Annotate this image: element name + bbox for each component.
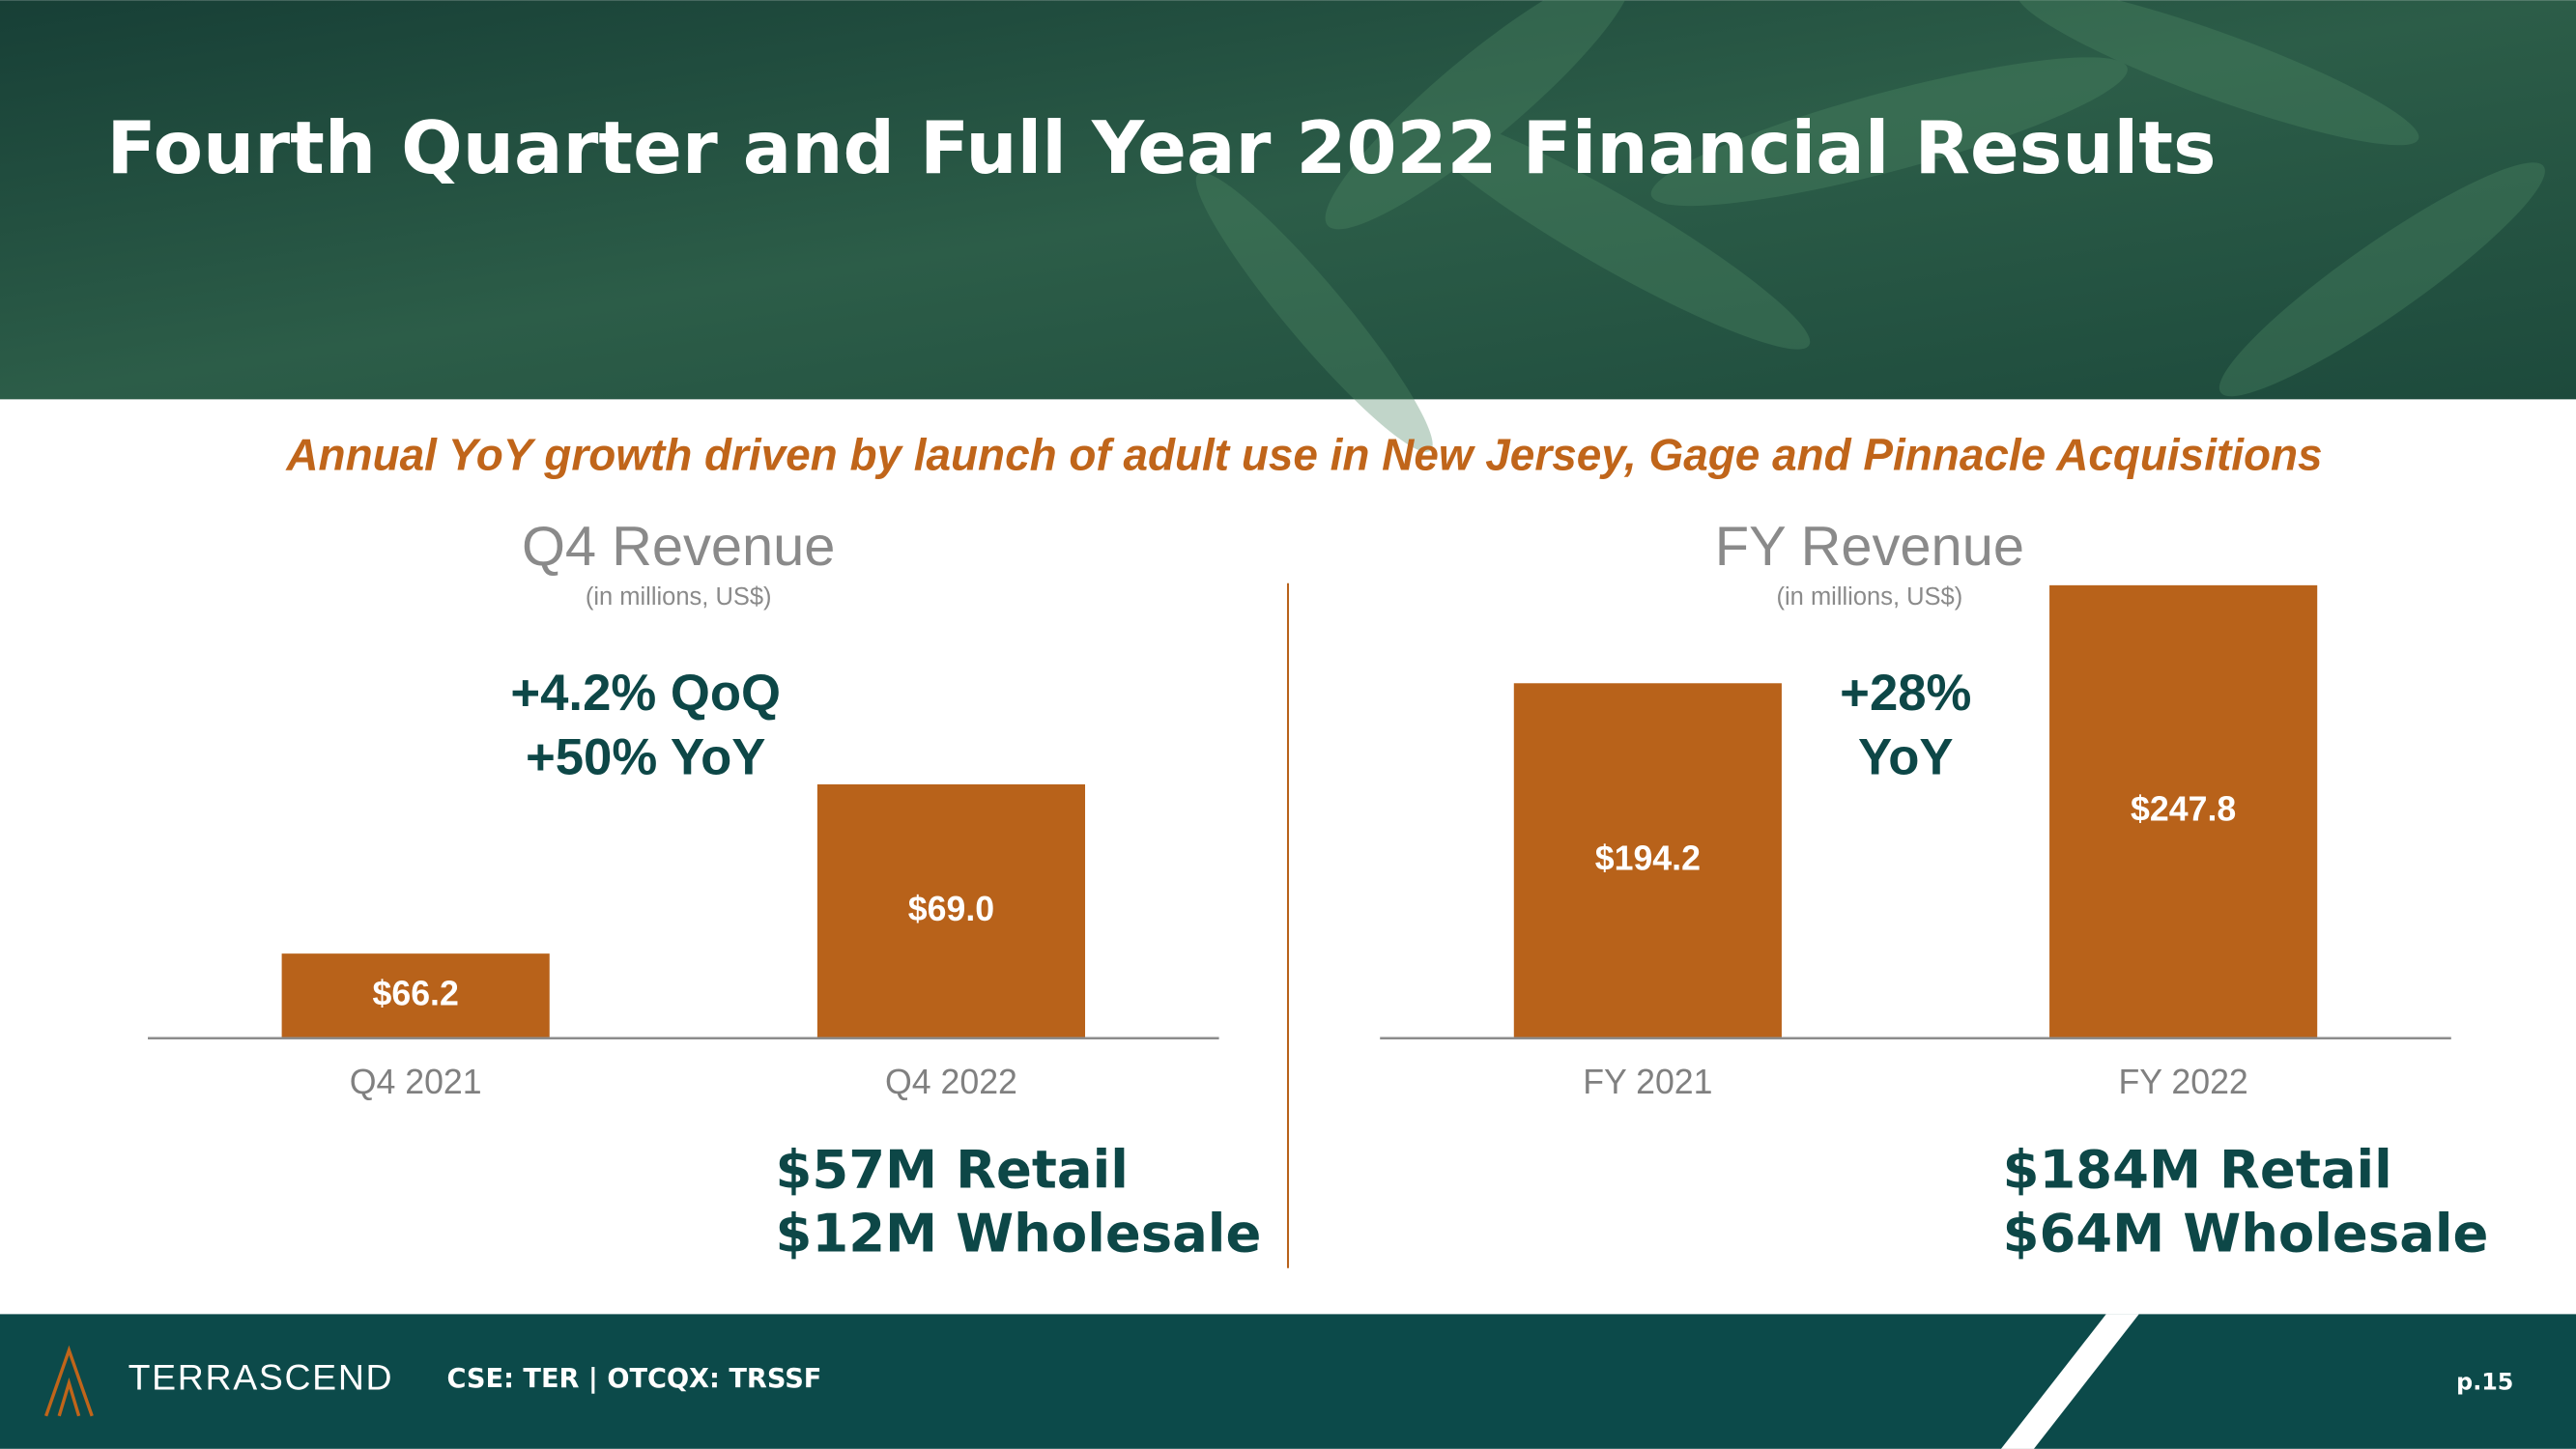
chart-subtitle: (in millions, US$) bbox=[1777, 583, 1963, 611]
x-tick-label: FY 2022 bbox=[2119, 1063, 2248, 1101]
ticker: CSE: TER | OTCQX: TRSSF bbox=[446, 1364, 821, 1394]
chart-title: Q4 Revenue bbox=[522, 516, 836, 578]
footer-bg bbox=[0, 1314, 2576, 1449]
bar bbox=[2049, 584, 2318, 1038]
chart-subtitle: (in millions, US$) bbox=[586, 583, 772, 611]
value-label: $69.0 bbox=[908, 890, 994, 928]
value-label: $66.2 bbox=[373, 974, 459, 1012]
chart-title: FY Revenue bbox=[1715, 516, 2024, 578]
bar bbox=[816, 783, 1086, 1038]
annotation: YoY bbox=[1858, 728, 1954, 785]
footer-stripe bbox=[2000, 1314, 2139, 1449]
value-label: $194.2 bbox=[1595, 838, 1701, 877]
x-tick-label: FY 2021 bbox=[1583, 1063, 1712, 1101]
tagline: Annual YoY growth driven by launch of ad… bbox=[285, 430, 2322, 480]
note: $64M Wholesale bbox=[2003, 1204, 2489, 1264]
x-tick-label: Q4 2022 bbox=[885, 1063, 1017, 1101]
header-bg bbox=[0, 0, 2576, 400]
value-label: $247.8 bbox=[2131, 790, 2236, 829]
slide-title: Fourth Quarter and Full Year 2022 Financ… bbox=[107, 106, 2217, 190]
note: $184M Retail bbox=[2003, 1139, 2392, 1200]
logo bbox=[44, 1345, 94, 1417]
annotation: +28% bbox=[1840, 665, 1971, 722]
note: $57M Retail bbox=[776, 1139, 1129, 1200]
note: $12M Wholesale bbox=[776, 1204, 1262, 1264]
x-tick-label: Q4 2021 bbox=[350, 1063, 482, 1101]
leaf-decor bbox=[1195, 0, 2545, 452]
bar bbox=[1513, 683, 1782, 1038]
bar bbox=[281, 953, 550, 1038]
page-number: p.15 bbox=[2456, 1368, 2513, 1395]
annotation: +50% YoY bbox=[526, 728, 765, 785]
annotation: +4.2% QoQ bbox=[510, 665, 781, 722]
brand: TERRASCEND bbox=[129, 1356, 394, 1397]
